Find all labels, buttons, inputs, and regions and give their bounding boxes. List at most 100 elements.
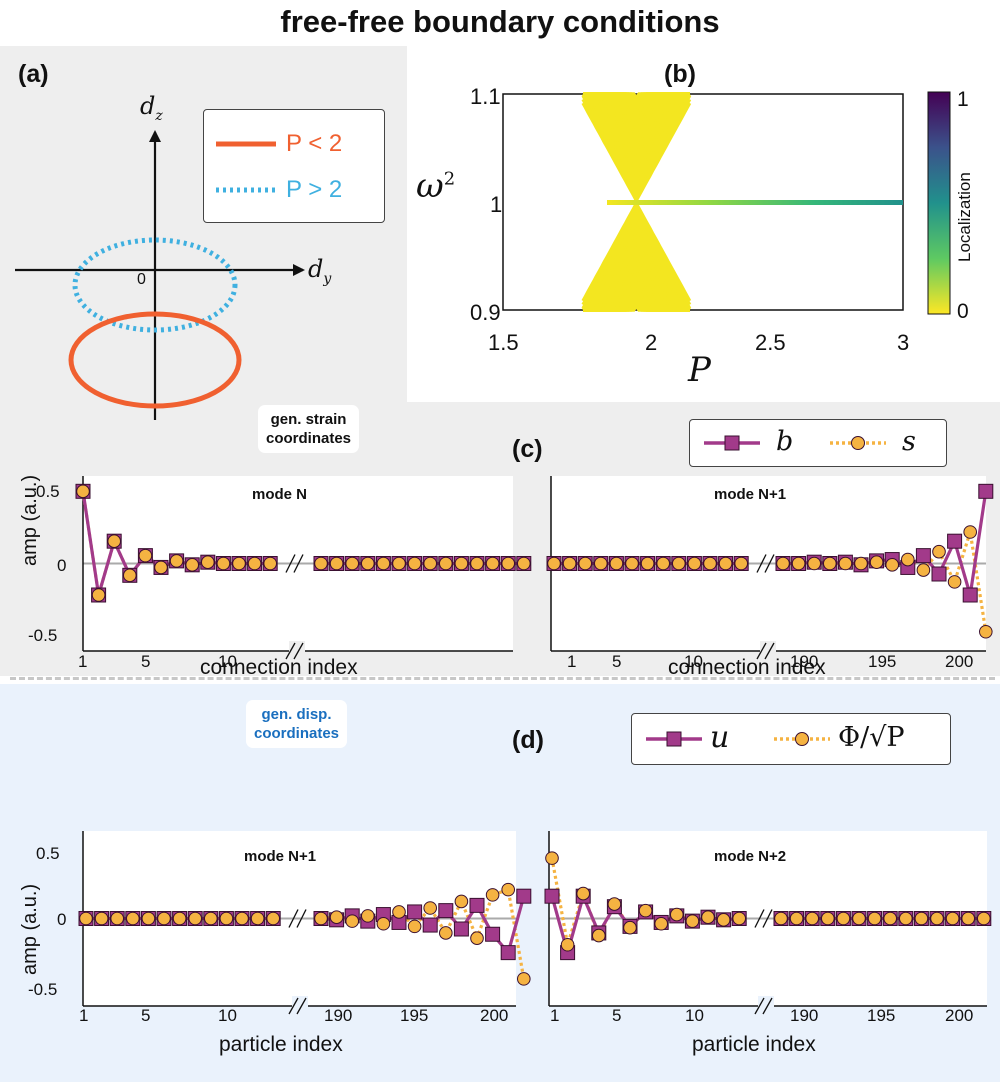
ellipse-p-less-2 — [68, 311, 242, 409]
circle-marker — [883, 911, 898, 926]
circle-marker — [407, 556, 422, 571]
circle-marker — [594, 556, 608, 571]
chart-c-left — [75, 476, 532, 661]
circle-marker — [247, 556, 262, 571]
bulk-band — [581, 207, 692, 310]
bulk-band — [583, 92, 690, 185]
circle-marker — [640, 556, 655, 571]
d-ylabel: amp (a.u.) — [19, 883, 41, 975]
c-right-xtick-5: 5 — [612, 652, 622, 671]
legend-b: b — [776, 426, 794, 457]
circle-marker — [609, 556, 624, 571]
d-left-xtick-200: 200 — [480, 1006, 509, 1025]
circle-marker — [439, 556, 453, 571]
axis-break-mark — [764, 554, 775, 573]
circle-marker — [977, 911, 991, 926]
colorbar-tick-0: 0 — [957, 300, 969, 323]
d-ytick-0.5: 0.5 — [36, 844, 60, 863]
circle-marker — [945, 911, 960, 926]
colorbar-tick-1: 1 — [957, 88, 969, 111]
circle-marker — [345, 914, 360, 928]
circle-marker — [623, 920, 637, 935]
chart-d-left — [78, 831, 532, 1016]
circle-marker — [76, 484, 90, 499]
bulk-band — [583, 222, 690, 312]
axis-break-mark — [288, 909, 299, 928]
circle-marker — [836, 911, 851, 926]
c-left-xlabel: connection index — [200, 656, 358, 679]
circle-marker — [126, 911, 140, 926]
circle-marker — [701, 910, 715, 924]
axis-break-mark — [764, 642, 775, 660]
circle-marker — [314, 556, 328, 571]
circle-marker — [776, 556, 790, 571]
d-left-xtick-190: 190 — [324, 1006, 353, 1025]
circle-marker — [141, 911, 156, 926]
b-ytick-0.9: 0.9 — [470, 300, 501, 325]
circle-marker — [454, 556, 469, 571]
d-right-xtick-5: 5 — [612, 1006, 622, 1025]
circle-marker — [423, 556, 438, 571]
circle-marker — [885, 558, 900, 572]
bulk-band — [583, 92, 690, 174]
circle-marker — [838, 556, 853, 571]
circle-marker — [823, 556, 837, 571]
legend-p-less-2: P < 2 — [286, 130, 343, 157]
square-marker — [962, 587, 978, 603]
panel-b-plot — [502, 92, 904, 312]
circle-marker — [263, 556, 277, 571]
circle-marker — [392, 556, 406, 571]
circle-marker — [576, 886, 591, 901]
circle-marker — [91, 588, 106, 602]
circle-marker — [979, 624, 993, 639]
circle-marker — [774, 911, 788, 926]
circle-marker — [899, 911, 913, 926]
legend-p-greater-2: P > 2 — [286, 176, 343, 203]
bulk-band — [583, 92, 690, 102]
circle-marker — [172, 911, 187, 926]
circle-marker — [470, 556, 484, 571]
figure-title: free-free boundary conditions — [280, 4, 720, 39]
circle-marker — [852, 911, 866, 926]
circle-marker — [685, 914, 700, 928]
legend-u: u — [710, 720, 730, 755]
circle-marker — [376, 916, 391, 931]
circle-marker — [672, 556, 686, 571]
circle-marker — [266, 911, 280, 926]
c-left-xtick-5: 5 — [141, 652, 151, 671]
d-left-xtick-195: 195 — [400, 1006, 429, 1025]
b-ylabel: ω2 — [416, 166, 456, 206]
circle-marker — [345, 556, 360, 571]
panel-a-label: (a) — [18, 60, 49, 88]
c-right-title: mode N+1 — [714, 486, 787, 503]
d-left-title: mode N+1 — [244, 848, 317, 865]
b-ytick-1.1: 1.1 — [470, 84, 501, 109]
circle-marker — [361, 556, 375, 571]
c-ytick-neg0.5: -0.5 — [28, 626, 58, 645]
d-left-xtick-1: 1 — [79, 1006, 89, 1025]
circle-marker — [485, 888, 500, 902]
circle-marker — [376, 556, 391, 571]
c-ytick-0.5: 0.5 — [36, 482, 60, 501]
c-right-xtick-190: 190 — [790, 652, 819, 671]
circle-marker — [361, 909, 375, 923]
circle-marker — [517, 972, 531, 986]
panel-d-legend: u Φ/√P — [631, 713, 951, 765]
circle-marker — [392, 905, 406, 919]
dz-label: dz — [140, 92, 163, 124]
d-right-xtick-10: 10 — [685, 1006, 704, 1025]
circle-marker — [517, 556, 531, 571]
circle-marker — [501, 882, 516, 897]
axis-break-mark — [296, 997, 307, 1015]
colorbar — [927, 91, 951, 315]
axis-break-mark — [762, 909, 773, 928]
circle-marker — [821, 911, 835, 926]
b-xtick-2: 2 — [645, 330, 658, 355]
circle-marker — [805, 911, 820, 926]
panel-b-label: (b) — [664, 60, 696, 88]
c-left-title: mode N — [252, 486, 308, 503]
panel-c-legend: b s — [689, 419, 947, 467]
bulk-band — [583, 234, 690, 312]
bulk-band — [581, 94, 692, 197]
circle-marker — [718, 556, 733, 571]
